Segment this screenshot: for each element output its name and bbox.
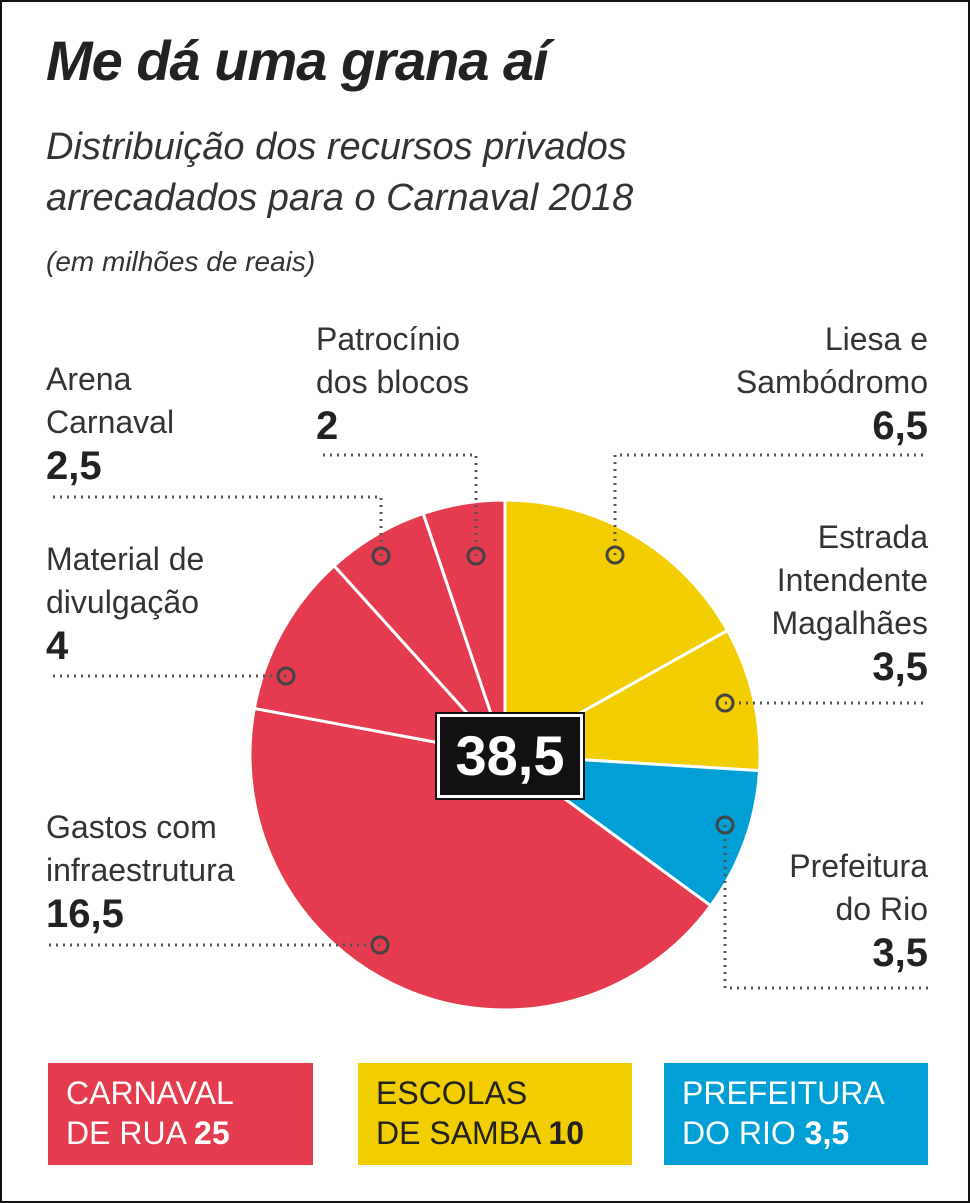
pie-slice <box>252 563 510 758</box>
slice-label: Estrada Intendente Magalhães 3,5 <box>771 516 928 689</box>
slice-value: 6,5 <box>872 404 928 448</box>
group-value: 25 <box>194 1115 230 1151</box>
slice-name: Material de divulgação <box>46 541 205 620</box>
slice-label: Prefeitura do Rio 3,5 <box>789 845 928 975</box>
group-name: ESCOLAS DE SAMBA <box>376 1075 540 1151</box>
group-box: CARNAVAL DE RUA 25 <box>48 1063 313 1165</box>
slice-name: Arena Carnaval <box>46 361 175 440</box>
unit-note: (em milhões de reais) <box>46 246 316 277</box>
slice-label: Arena Carnaval 2,5 <box>46 358 174 488</box>
slice-value: 4 <box>46 624 69 668</box>
slice-value: 2,5 <box>46 444 102 488</box>
group-value: 3,5 <box>804 1115 850 1151</box>
slice-label: Patrocínio dos blocos 2 <box>316 318 469 448</box>
slice-value: 16,5 <box>46 892 124 936</box>
leader-dot <box>370 935 390 955</box>
leader-dot <box>715 693 735 713</box>
group-name: PREFEITURA DO RIO <box>682 1075 885 1151</box>
slice-value: 3,5 <box>872 931 928 975</box>
slice-value: 3,5 <box>872 645 928 689</box>
slice-name: Prefeitura do Rio <box>789 848 928 927</box>
group-box: PREFEITURA DO RIO 3,5 <box>664 1063 928 1165</box>
slice-name: Estrada Intendente Magalhães <box>771 519 928 641</box>
pie-slice <box>248 706 713 1012</box>
slice-label: Material de divulgação 4 <box>46 538 204 668</box>
slice-name: Liesa e Sambódromo <box>735 321 928 400</box>
chart-subtitle: Distribuição dos recursos privados arrec… <box>46 126 634 219</box>
group-box: ESCOLAS DE SAMBA 10 <box>358 1063 632 1165</box>
leader-line <box>48 495 383 556</box>
leader-dot <box>715 815 735 835</box>
total-label: 38,5 <box>435 712 585 800</box>
chart-title: Me dá uma grana aí <box>46 29 549 92</box>
pie-slice <box>503 498 730 758</box>
slice-label: Gastos com infraestrutura 16,5 <box>46 806 235 936</box>
pie-slice <box>421 498 507 756</box>
leader-dot <box>605 545 625 565</box>
group-name: CARNAVAL DE RUA <box>66 1075 234 1151</box>
leader-line <box>723 825 928 990</box>
slice-name: Gastos com infraestrutura <box>46 809 235 888</box>
leader-dot <box>371 546 391 566</box>
leader-line <box>613 453 928 555</box>
slice-value: 2 <box>316 404 339 448</box>
leader-dot <box>466 546 486 566</box>
slice-name: Patrocínio dos blocos <box>316 321 469 400</box>
slice-label: Liesa e Sambódromo 6,5 <box>736 318 928 448</box>
leader-dot <box>276 666 296 686</box>
group-value: 10 <box>548 1115 585 1151</box>
